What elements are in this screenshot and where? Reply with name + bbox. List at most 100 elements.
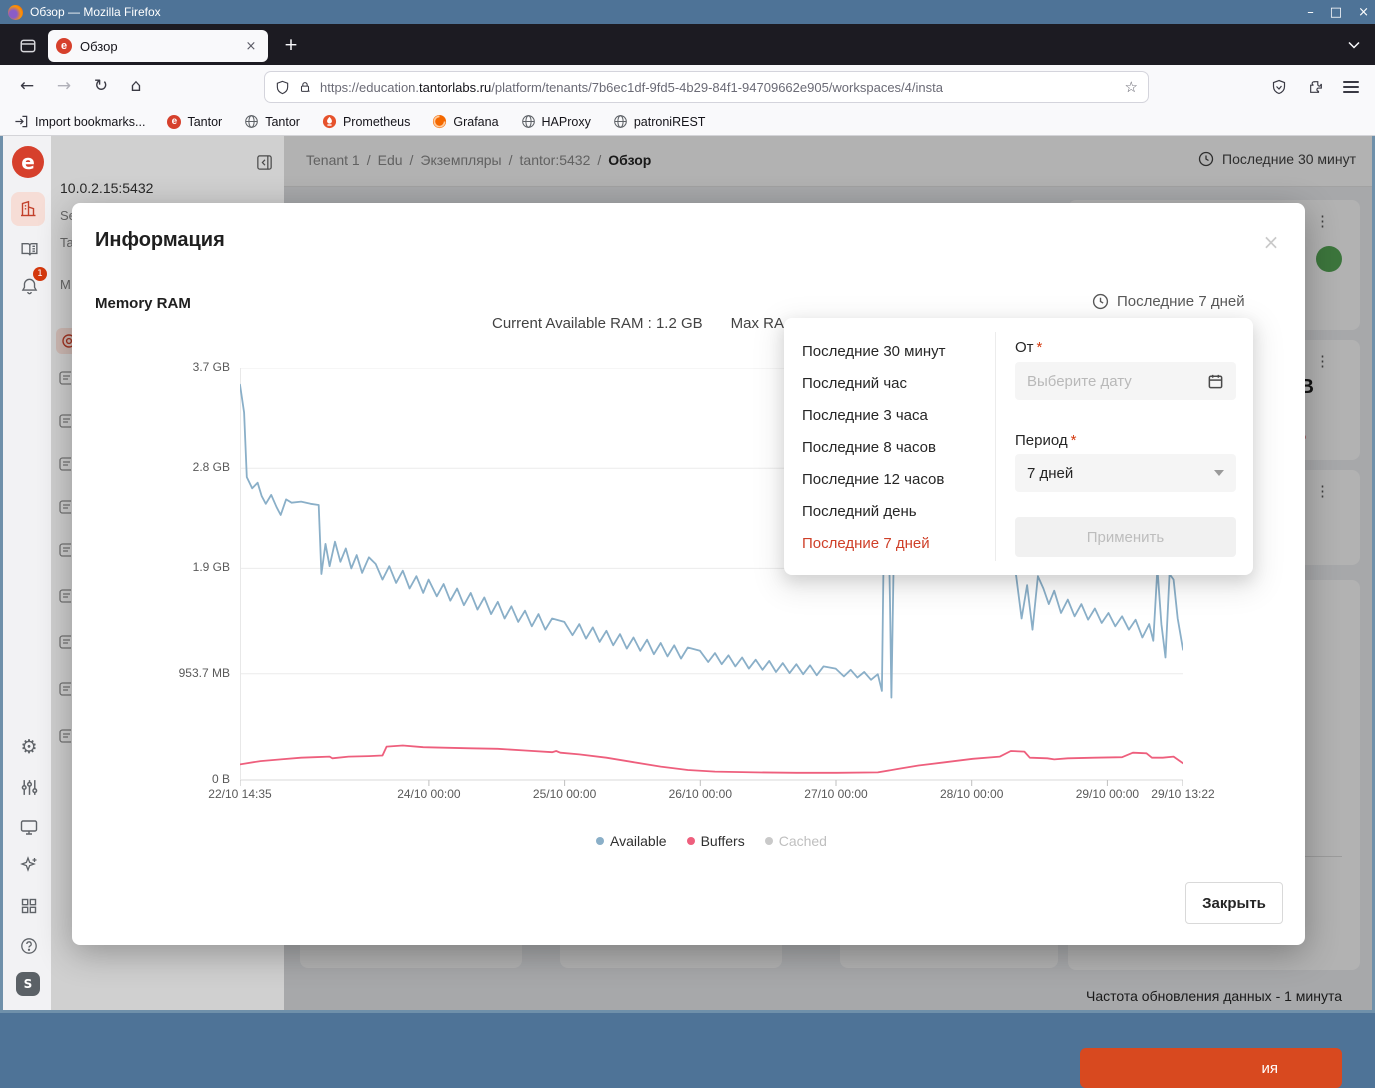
card-menu-icon[interactable]: ⋮ (1315, 483, 1330, 500)
grafana-icon (432, 114, 447, 129)
sidebar-menu-item-selected[interactable] (56, 328, 72, 354)
hamburger-menu-icon[interactable] (1338, 74, 1364, 100)
rail-item-docs[interactable] (16, 236, 42, 262)
rail-item-notifications[interactable]: 1 (16, 267, 47, 299)
x-axis-tick-label: 27/10 00:00 (804, 787, 868, 801)
date-picker-input[interactable]: Выберите дату (1015, 362, 1236, 400)
time-range-option[interactable]: Последний час (802, 374, 908, 392)
breadcrumb-item[interactable]: Tenant 1 (306, 152, 360, 168)
bookmark-item[interactable]: Prometheus (322, 114, 410, 129)
sidebar-menu-icon-partial[interactable] (58, 542, 71, 558)
extensions-puzzle-icon[interactable] (1303, 74, 1329, 100)
import-icon (14, 114, 29, 129)
rail-item-instances[interactable] (11, 192, 45, 226)
sidebar-label-fragment: Se (60, 208, 76, 223)
list-tabs-chevron-icon[interactable] (1344, 36, 1364, 54)
apply-button-disabled[interactable]: Применить (1015, 517, 1236, 557)
clock-icon (1092, 293, 1109, 310)
x-axis-tick-label: 24/10 00:00 (397, 787, 461, 801)
sidebar-menu-icon-partial[interactable] (58, 413, 71, 429)
sidebar-menu-icon-partial[interactable] (58, 370, 71, 386)
window-minimize-button[interactable]: – (1307, 4, 1314, 20)
calendar-icon[interactable] (1207, 373, 1224, 390)
orange-action-button[interactable]: ия (1080, 1048, 1342, 1088)
required-asterisk: * (1070, 432, 1077, 449)
collapse-sidebar-icon[interactable] (253, 151, 275, 173)
rail-item-ai-assistant[interactable] (16, 852, 42, 878)
user-avatar[interactable]: S (16, 972, 40, 996)
monitor-icon (20, 820, 38, 835)
breadcrumb-item[interactable]: Edu (377, 152, 403, 168)
bookmarks-toolbar: Import bookmarks... e Tantor Tantor Promethe… (0, 108, 1375, 136)
window-title: Обзор — Mozilla Firefox (30, 5, 161, 19)
time-range-option[interactable]: Последние 7 дней (802, 534, 930, 552)
bookmark-item[interactable]: patroniREST (613, 114, 706, 129)
sidebar-menu-icon-partial[interactable] (58, 499, 71, 515)
modal-time-range-control[interactable]: Последние 7 дней (1092, 293, 1245, 310)
global-time-range-label: Последние 30 минут (1222, 151, 1356, 167)
legend-item-cached[interactable]: Cached (764, 833, 827, 849)
time-range-option[interactable]: Последние 12 часов (802, 470, 945, 488)
tantor-logo[interactable]: e (12, 146, 44, 178)
bookmark-item[interactable]: HAProxy (521, 114, 591, 129)
time-range-option[interactable]: Последние 8 часов (802, 438, 936, 456)
legend-item-available[interactable]: Available (596, 833, 667, 849)
sidebar-menu-icon-partial[interactable] (58, 456, 71, 472)
home-button[interactable]: ⌂ (130, 76, 142, 96)
reload-button[interactable]: ↻ (93, 76, 109, 96)
account-shield-icon[interactable] (1266, 74, 1292, 100)
sidebar-menu-icon-partial[interactable] (58, 681, 71, 697)
rail-item-apps-grid[interactable] (16, 893, 42, 919)
bookmark-item[interactable]: e Tantor (167, 114, 222, 129)
bookmark-label: patroniREST (633, 114, 706, 129)
tracking-shield-icon[interactable] (275, 80, 290, 95)
bookmark-item[interactable]: Tantor (244, 114, 300, 129)
breadcrumb-item[interactable]: tantor:5432 (519, 152, 591, 168)
tab-obzor[interactable]: e Обзор × (48, 30, 268, 62)
modal-close-icon[interactable]: × (1262, 230, 1280, 254)
card-menu-icon[interactable]: ⋮ (1315, 213, 1330, 230)
bookmark-item[interactable]: Import bookmarks... (14, 114, 145, 129)
legend-item-buffers[interactable]: Buffers (686, 833, 745, 849)
firefox-view-icon[interactable] (14, 32, 42, 60)
y-axis-tick-label: 2.8 GB (192, 460, 230, 475)
tab-close-icon[interactable]: × (245, 38, 257, 54)
new-tab-button[interactable]: + (283, 35, 299, 55)
back-button[interactable]: ← (19, 76, 35, 96)
rail-item-settings[interactable]: ⚙ (16, 734, 42, 760)
time-range-option[interactable]: Последние 30 минут (802, 342, 946, 360)
rail-item-help[interactable] (16, 933, 42, 959)
card-menu-icon[interactable]: ⋮ (1315, 353, 1330, 370)
breadcrumb-item[interactable]: Экземпляры (420, 152, 502, 168)
time-range-option[interactable]: Последние 3 часа (802, 406, 928, 424)
x-axis-tick-label: 26/10 00:00 (668, 787, 732, 801)
x-axis-tick-label: 25/10 00:00 (532, 787, 597, 801)
bookmark-label: HAProxy (541, 114, 591, 129)
breadcrumb: Tenant 1 / Edu / Экземпляры / tantor:5432 / Обзо… (306, 152, 651, 168)
bookmark-label: Tantor (265, 114, 300, 129)
window-close-button[interactable]: × (1358, 4, 1369, 20)
gear-icon: ⚙ (20, 736, 38, 758)
help-icon (21, 938, 37, 954)
tab-strip: e Обзор × + (0, 24, 1375, 65)
url-bar[interactable]: https://education.tantorlabs.ru/platform… (265, 72, 1148, 102)
sidebar-menu-icon-partial[interactable] (58, 634, 71, 650)
period-select[interactable]: 7 дней (1015, 454, 1236, 492)
global-time-range-control[interactable]: Последние 30 минут (1198, 151, 1356, 167)
forward-button[interactable]: → (56, 76, 72, 96)
app-icon-rail: e 1 ⚙ S (3, 136, 51, 1010)
chart-section-title: Memory RAM (95, 295, 191, 312)
bookmark-star-icon[interactable]: ☆ (1124, 78, 1138, 96)
window-maximize-button[interactable]: □ (1329, 4, 1343, 20)
lock-warning-icon[interactable] (298, 80, 312, 94)
refresh-note: Частота обновления данных - 1 минута (1086, 988, 1343, 1004)
modal-close-button[interactable]: Закрыть (1185, 882, 1283, 924)
rail-item-monitor[interactable] (16, 814, 42, 840)
sidebar-menu-icon-partial[interactable] (58, 728, 71, 744)
sidebar-menu-icon-partial[interactable] (58, 588, 71, 604)
rail-item-parameters[interactable] (16, 774, 42, 800)
time-range-option[interactable]: Последний день (802, 502, 917, 520)
book-icon (20, 242, 38, 255)
prometheus-icon (322, 114, 337, 129)
bookmark-item[interactable]: Grafana (432, 114, 499, 129)
